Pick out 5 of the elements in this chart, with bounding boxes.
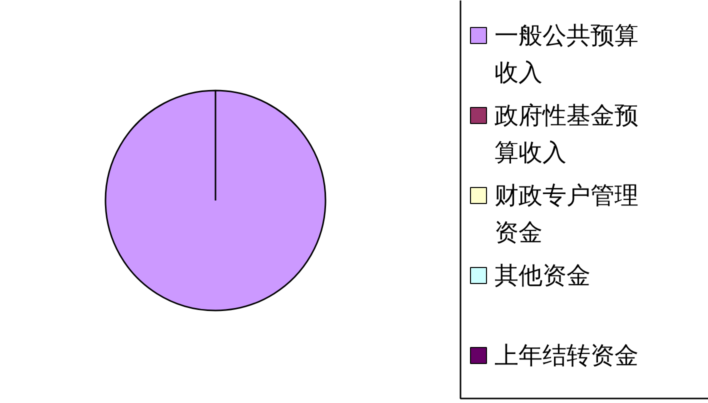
legend-label: 上年结转资金 xyxy=(494,342,638,370)
legend-label: 财政专户管理资金 xyxy=(494,182,638,246)
legend-label: 一般公共预算收入 xyxy=(494,22,638,86)
legend-label: 政府性基金预算收入 xyxy=(494,102,638,166)
legend-label: 其他资金 xyxy=(494,262,590,290)
